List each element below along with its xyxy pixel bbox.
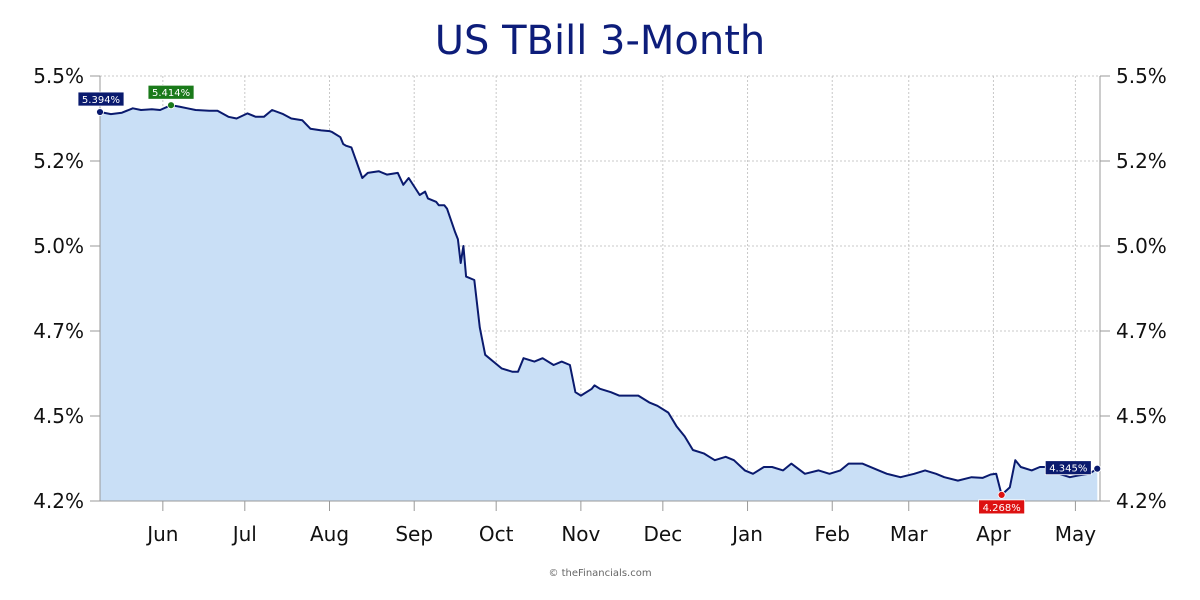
annotation-marker-end (1093, 464, 1102, 473)
y-tick-label-left: 5.5% (33, 64, 84, 88)
series-area (100, 105, 1098, 501)
y-tick-label-left: 5.0% (33, 234, 84, 258)
x-tick-label: Oct (479, 522, 514, 546)
annotation-marker-low (997, 490, 1006, 499)
annotation-flag-start (77, 91, 125, 107)
annotation-marker-high (167, 101, 175, 110)
annotation-layer: 5.394% 5.414% 4.268% 4.345% (77, 84, 1102, 515)
x-tick-label: Jun (145, 522, 178, 546)
x-tick-label: Mar (890, 522, 929, 546)
grid-layer (100, 75, 1100, 502)
y-tick-label-left: 5.2% (33, 149, 84, 173)
area-layer (99, 104, 1098, 501)
annotation-marker-start (96, 108, 104, 116)
x-tick-label: Sep (395, 522, 433, 546)
annotation-label-low: 4.268% (983, 503, 1021, 514)
x-tick-label: Dec (643, 522, 682, 546)
y-tick-label-left: 4.7% (33, 319, 84, 343)
annotation-label-high: 5.414% (152, 88, 190, 99)
y-tick-label-right: 5.5% (1116, 64, 1167, 88)
annotation-flag-high (147, 84, 195, 100)
x-tick-label: Aug (310, 522, 349, 546)
y-tick-label-left: 4.5% (33, 404, 84, 428)
x-tick-label: Jan (730, 522, 763, 546)
chart-title: US TBill 3-Month (434, 18, 766, 64)
y-tick-label-right: 5.0% (1116, 234, 1167, 258)
axis-layer (90, 75, 1110, 511)
y-tick-label-right: 4.5% (1116, 404, 1167, 428)
y-tick-label-left: 4.2% (33, 489, 84, 513)
y-tick-label-right: 5.2% (1116, 149, 1167, 173)
x-tick-label: Jul (231, 522, 257, 546)
series-line (99, 104, 1098, 496)
annotation-label-start: 5.394% (82, 95, 120, 106)
tick-layer: 5.5% 5.5% 5.2% 5.2% 5.0% 5.0% 4.7% 4.7% 4.5% 4.5%… (33, 64, 1167, 546)
y-tick-label-right: 4.7% (1116, 319, 1167, 343)
annotation-label-end: 4.345% (1049, 464, 1087, 475)
y-tick-label-right: 4.2% (1116, 489, 1167, 513)
annotation-flag-low (978, 499, 1026, 515)
x-tick-label: Nov (561, 522, 600, 546)
annotation-flag-end (1044, 460, 1092, 476)
x-tick-label: May (1055, 522, 1097, 546)
credit-text: © theFinancials.com (548, 568, 652, 579)
x-tick-label: Apr (976, 522, 1011, 546)
x-tick-label: Feb (815, 522, 850, 546)
